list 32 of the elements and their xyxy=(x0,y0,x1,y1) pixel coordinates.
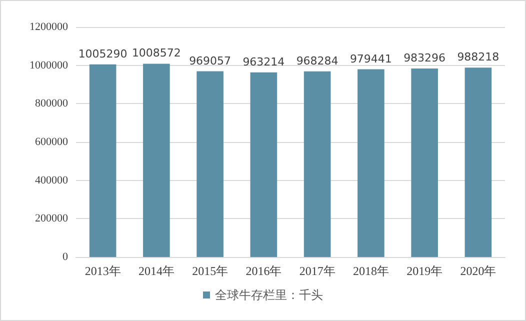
x-tick-label: 2018年 xyxy=(352,264,389,278)
bar xyxy=(196,71,224,257)
data-label: 1005290 xyxy=(78,47,128,60)
x-tick-label: 2017年 xyxy=(299,264,336,278)
y-tick-label: 1000000 xyxy=(30,59,68,72)
data-label: 963214 xyxy=(242,55,285,68)
bar xyxy=(464,68,492,257)
data-label: 969057 xyxy=(189,54,232,68)
bar xyxy=(304,71,331,257)
x-tick-label: 2019年 xyxy=(406,264,443,278)
data-label: 1008572 xyxy=(132,46,181,60)
bar xyxy=(411,68,438,257)
x-tick-label: 2016年 xyxy=(246,264,282,278)
bar xyxy=(89,64,116,257)
y-tick-label: 200000 xyxy=(35,212,68,225)
x-tick-label: 2014年 xyxy=(138,264,174,278)
bar xyxy=(143,64,170,257)
x-tick-label: 2015年 xyxy=(192,264,228,278)
x-tick-label: 2020年 xyxy=(460,264,496,278)
y-tick-label: 1200000 xyxy=(30,21,68,33)
legend-label: 全球牛存栏里：千头 xyxy=(215,288,323,302)
y-tick-label: 0 xyxy=(62,251,68,263)
data-label: 988218 xyxy=(457,50,500,64)
bar xyxy=(358,69,384,257)
data-label: 979441 xyxy=(350,52,392,66)
y-tick-label: 800000 xyxy=(35,98,68,110)
bar xyxy=(250,72,278,257)
data-label: 968284 xyxy=(296,54,338,68)
y-tick-label: 400000 xyxy=(35,174,68,186)
x-tick-label: 2013年 xyxy=(84,264,121,278)
y-tick-label: 600000 xyxy=(35,136,68,148)
data-label: 983296 xyxy=(404,52,446,65)
